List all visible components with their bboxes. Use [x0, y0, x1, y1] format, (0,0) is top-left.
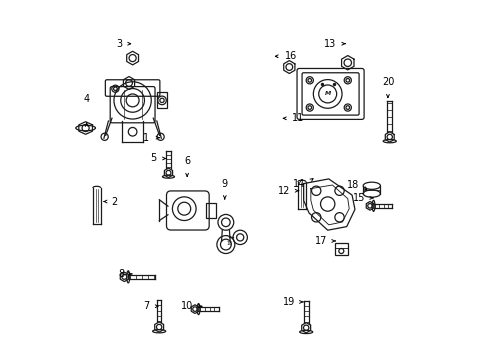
Text: 11: 11: [291, 113, 304, 123]
Text: 13: 13: [324, 39, 336, 49]
Text: 19: 19: [282, 297, 294, 307]
Bar: [334, 243, 347, 255]
Text: 10: 10: [181, 301, 193, 311]
Text: 8: 8: [118, 269, 124, 279]
Text: 4: 4: [83, 94, 90, 104]
Text: 10: 10: [226, 241, 232, 246]
Bar: [156, 93, 167, 108]
Text: 12: 12: [278, 186, 290, 196]
Text: 6: 6: [183, 156, 190, 166]
Text: 17: 17: [314, 236, 326, 246]
Text: 14: 14: [292, 179, 304, 189]
Text: 15: 15: [352, 193, 364, 203]
Text: 5: 5: [150, 153, 156, 163]
Text: 18: 18: [346, 180, 359, 190]
Text: 1: 1: [142, 133, 148, 143]
Text: 7: 7: [142, 301, 149, 311]
Text: 20: 20: [381, 77, 393, 87]
Text: M: M: [324, 91, 330, 96]
Text: 16: 16: [284, 51, 296, 61]
Text: 9: 9: [221, 179, 227, 189]
Text: 3: 3: [116, 39, 122, 49]
Text: 2: 2: [111, 197, 118, 207]
Bar: [205, 203, 216, 219]
